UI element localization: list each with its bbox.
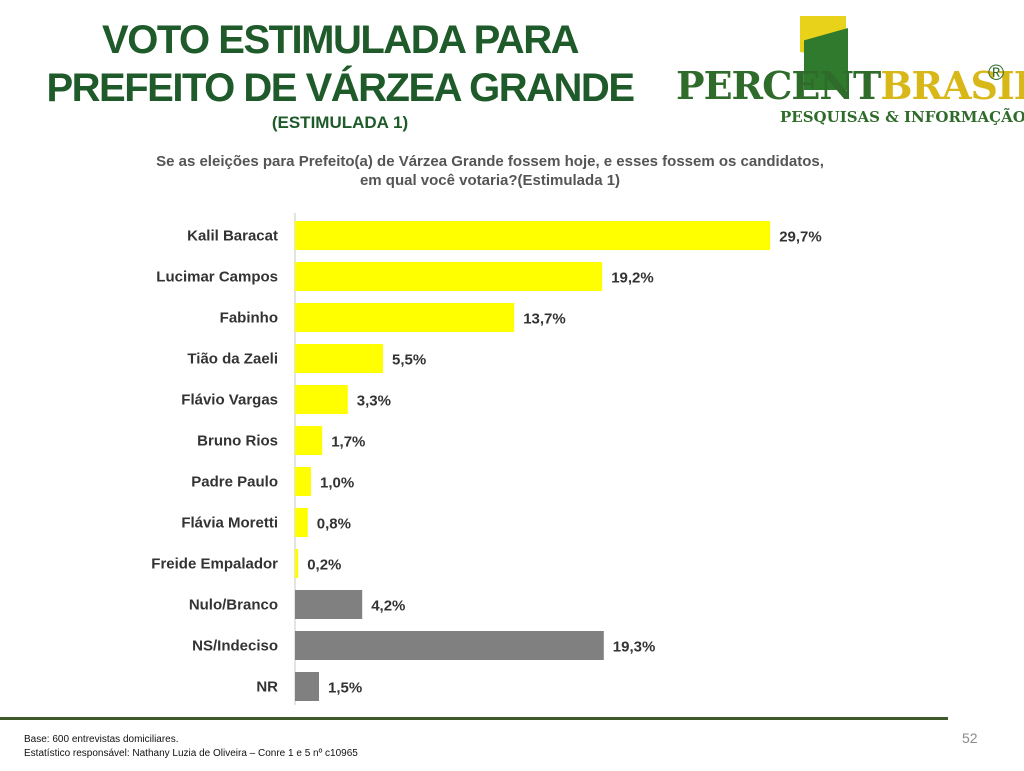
survey-question-line1: Se as eleições para Prefeito(a) de Várze…: [156, 153, 824, 170]
data-label: 29,7%: [779, 229, 822, 246]
category-label: Freide Empalador: [151, 556, 278, 573]
logo-word-percent: PERCENT: [676, 63, 881, 108]
category-label: Flávia Moretti: [181, 515, 278, 532]
category-label: Tião da Zaeli: [187, 351, 278, 368]
category-label: Padre Paulo: [191, 474, 278, 491]
registered-mark: ®: [988, 60, 1005, 85]
logo-tagline: PESQUISAS & INFORMAÇÃO: [780, 108, 1024, 126]
data-label: 5,5%: [392, 352, 426, 369]
logo-wordmark: PERCENTBRASIL: [676, 64, 1024, 108]
category-label: Lucimar Campos: [156, 269, 278, 286]
page-title-line1: VOTO ESTIMULADA PARA: [102, 18, 579, 62]
bar: [295, 549, 299, 578]
bar: [295, 262, 603, 291]
category-label: Flávio Vargas: [181, 392, 278, 409]
bar: [295, 590, 363, 619]
survey-question: Se as eleições para Prefeito(a) de Várze…: [90, 152, 890, 190]
data-label: 1,7%: [331, 434, 365, 451]
bar: [295, 631, 604, 660]
category-label: Kalil Baracat: [187, 228, 278, 245]
category-label: Nulo/Branco: [189, 597, 278, 614]
category-label: Fabinho: [220, 310, 278, 327]
data-label: 13,7%: [523, 311, 566, 328]
data-label: 1,5%: [328, 680, 362, 697]
data-label: 4,2%: [371, 598, 405, 615]
data-label: 0,2%: [307, 557, 341, 574]
bar: [295, 467, 311, 496]
bar: [295, 221, 771, 250]
data-label: 19,3%: [613, 639, 656, 656]
logo-word-brasil: BRASIL: [880, 63, 1024, 108]
vote-bar-chart: Kalil Baracat 29,7% Lucimar Campos 19,2% Fab…: [151, 213, 822, 705]
category-label: NR: [256, 679, 278, 696]
bar: [295, 672, 319, 701]
survey-question-line2: em qual você votaria?(Estimulada 1): [359, 172, 621, 189]
data-label: 3,3%: [357, 393, 391, 410]
bar: [295, 344, 383, 373]
data-label: 19,2%: [611, 270, 654, 287]
category-label: NS/Indeciso: [192, 638, 278, 655]
footer-base-note: Base: 600 entrevistas domiciliares.: [24, 734, 179, 745]
footer-divider: [0, 717, 948, 720]
page-subtitle: (ESTIMULADA 1): [271, 113, 409, 132]
data-label: 0,8%: [317, 516, 351, 533]
footer-statistician-note: Estatístico responsável: Nathany Luzia d…: [24, 748, 358, 759]
percentbrasil-logo: PERCENTBRASIL ® PESQUISAS & INFORMAÇÃO: [676, 8, 1024, 132]
bar: [295, 385, 348, 414]
category-label: Bruno Rios: [197, 433, 278, 450]
data-label: 1,0%: [320, 475, 354, 492]
bar: [295, 426, 323, 455]
page-title-line2: PREFEITO DE VÁRZEA GRANDE: [46, 66, 635, 110]
bar: [295, 508, 308, 537]
bar: [295, 303, 515, 332]
page-number: 52: [962, 730, 978, 746]
